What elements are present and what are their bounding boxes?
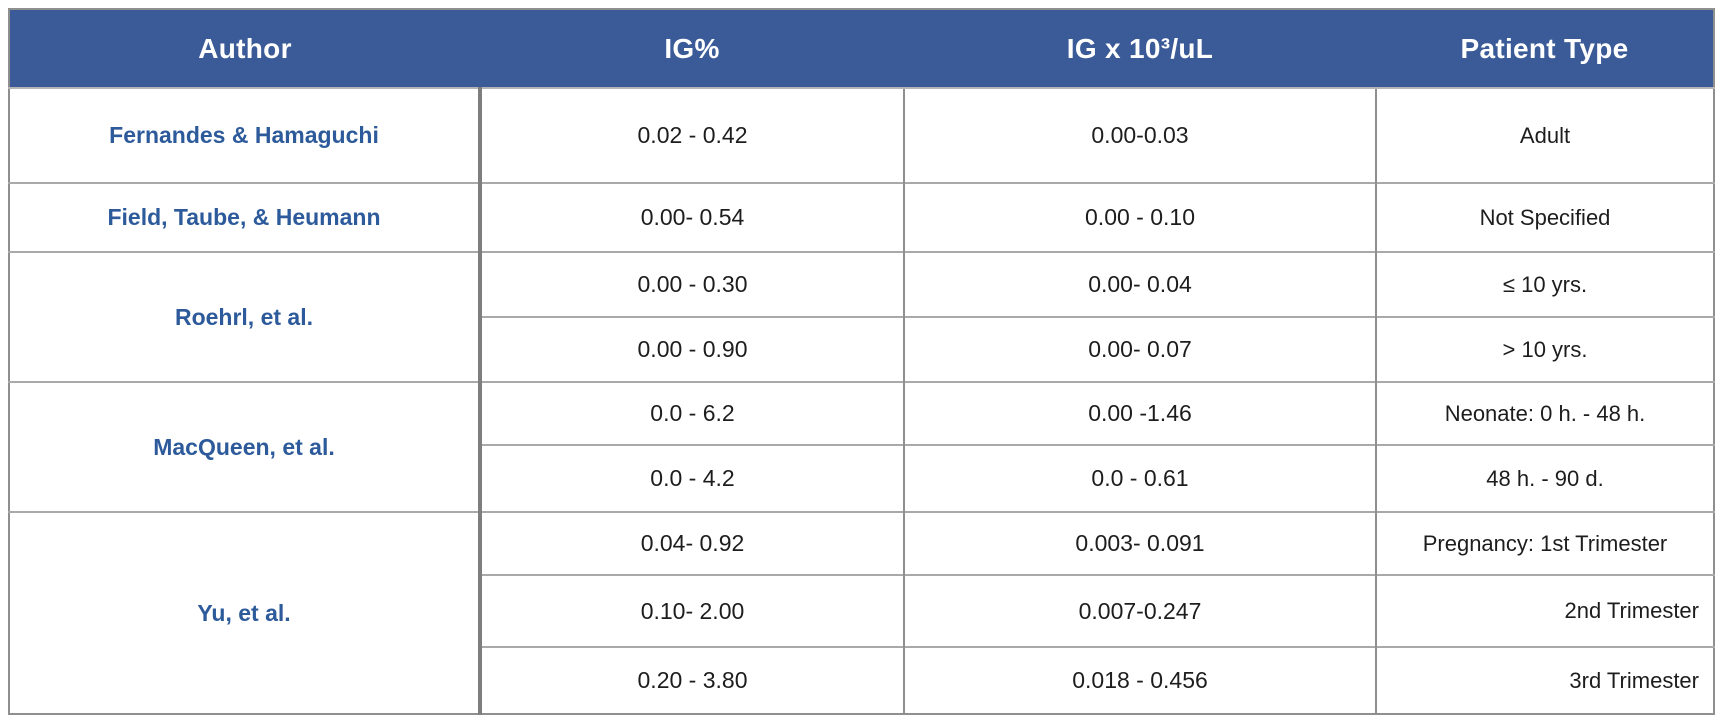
patient-type-cell: 2nd Trimester — [1376, 574, 1714, 647]
ig-percent-cell: 0.0 - 6.2 — [480, 381, 905, 445]
ig-absolute-cell: 0.00 -1.46 — [904, 381, 1377, 445]
ig-percent-cell: 0.10- 2.00 — [480, 574, 905, 647]
table-row: 0.00 - 0.90 0.00- 0.07 > 10 yrs. — [9, 316, 1714, 382]
patient-type-cell: ≤ 10 yrs. — [1376, 251, 1714, 317]
table-row: MacQueen, et al. 0.0 - 6.2 0.00 -1.46 Ne… — [9, 381, 1714, 512]
patient-type-cell: Neonate: 0 h. - 48 h. — [1376, 381, 1714, 445]
table-row: Yu, et al. 0.04- 0.92 0.003- 0.091 Pregn… — [9, 511, 1714, 714]
author-cell: Yu, et al. — [9, 511, 482, 714]
table-row: 0.10- 2.00 0.007-0.247 2nd Trimester — [9, 574, 1714, 647]
author-cell: MacQueen, et al. — [9, 381, 482, 512]
ig-percent-cell: 0.02 - 0.42 — [480, 87, 905, 183]
ig-percent-cell: 0.04- 0.92 — [480, 511, 905, 575]
col-header-author: Author — [9, 9, 480, 89]
patient-type-cell: 3rd Trimester — [1376, 646, 1714, 714]
ig-absolute-cell: 0.0 - 0.61 — [904, 444, 1377, 512]
reference-range-table-container: Author IG% IG x 10³/uL Patient Type Fern… — [8, 8, 1715, 715]
table-row: 0.20 - 3.80 0.018 - 0.456 3rd Trimester — [9, 646, 1714, 714]
author-cell: Roehrl, et al. — [9, 251, 482, 382]
author-cell: Field, Taube, & Heumann — [9, 182, 482, 252]
ig-reference-range-table: Author IG% IG x 10³/uL Patient Type Fern… — [8, 8, 1715, 715]
col-header-ig-percent: IG% — [480, 9, 904, 89]
table-header-row: Author IG% IG x 10³/uL Patient Type — [9, 9, 1714, 89]
author-cell: Fernandes & Hamaguchi — [9, 87, 482, 183]
ig-absolute-cell: 0.003- 0.091 — [904, 511, 1377, 575]
patient-type-cell: Adult — [1376, 87, 1714, 183]
ig-absolute-cell: 0.018 - 0.456 — [904, 646, 1377, 714]
table-row: 0.0 - 4.2 0.0 - 0.61 48 h. - 90 d. — [9, 444, 1714, 512]
ig-absolute-cell: 0.007-0.247 — [904, 574, 1377, 647]
ig-percent-cell: 0.0 - 4.2 — [480, 444, 905, 512]
ig-absolute-cell: 0.00 - 0.10 — [904, 182, 1377, 252]
ig-absolute-cell: 0.00- 0.04 — [904, 251, 1377, 317]
patient-type-cell: 48 h. - 90 d. — [1376, 444, 1714, 512]
ig-absolute-cell: 0.00- 0.07 — [904, 316, 1377, 382]
ig-absolute-cell: 0.00-0.03 — [904, 87, 1377, 183]
table-row: Field, Taube, & Heumann 0.00- 0.54 0.00 … — [9, 182, 1714, 252]
patient-type-cell: Not Specified — [1376, 182, 1714, 252]
ig-percent-cell: 0.20 - 3.80 — [480, 646, 905, 714]
ig-percent-cell: 0.00 - 0.90 — [480, 316, 905, 382]
table-row: Fernandes & Hamaguchi 0.02 - 0.42 0.00-0… — [9, 87, 1714, 183]
col-header-patient-type: Patient Type — [1376, 9, 1714, 89]
col-header-ig-absolute: IG x 10³/uL — [904, 9, 1376, 89]
ig-percent-cell: 0.00- 0.54 — [480, 182, 905, 252]
patient-type-cell: > 10 yrs. — [1376, 316, 1714, 382]
ig-percent-cell: 0.00 - 0.30 — [480, 251, 905, 317]
patient-type-cell: Pregnancy: 1st Trimester — [1376, 511, 1714, 575]
table-row: Roehrl, et al. 0.00 - 0.30 0.00- 0.04 ≤ … — [9, 251, 1714, 382]
